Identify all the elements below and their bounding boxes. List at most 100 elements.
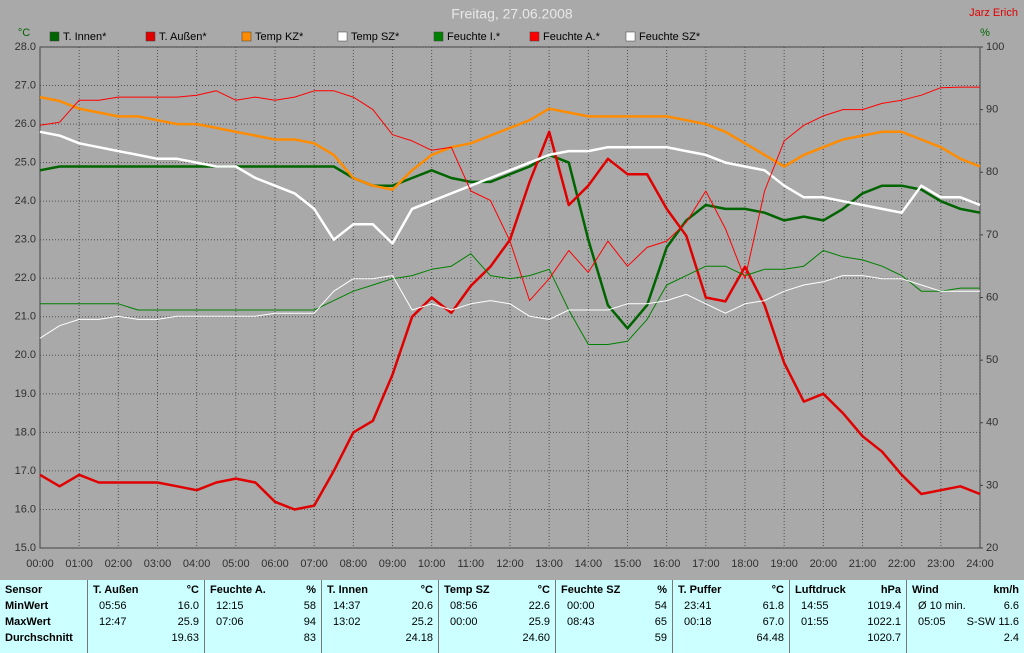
y-tick-label: 27.0 [15,79,36,91]
stat-row: 23:41 61.8 [678,598,784,614]
y-tick-label: 17.0 [15,465,36,477]
sensor-header: Luftdruck hPa [795,582,901,598]
sensor-column: Luftdruck hPa 14:55 1019.4 01:55 1022.1 1020.7 [790,580,907,653]
stat-value: 6.6 [1003,600,1019,612]
series-line [39,275,980,339]
stat-value: S-SW 11.6 [966,616,1019,628]
stat-value: 1019.4 [867,600,901,612]
stat-row: 12:47 25.9 [93,614,199,630]
legend-swatch [145,31,156,42]
legend-label: Feuchte A.* [543,31,601,43]
stat-row: 2.4 [912,630,1019,646]
stat-row: 13:02 25.2 [327,614,433,630]
stat-value: 16.0 [177,600,199,612]
x-tick-label: 12:00 [496,558,524,570]
y2-tick-label: 40 [986,417,998,429]
sensor-name: Feuchte A. [210,584,266,596]
y-tick-label: 18.0 [15,426,36,438]
y2-tick-label: 70 [986,229,998,241]
legend-label: Temp SZ* [351,31,400,43]
stat-row: Ø 10 min. 6.6 [912,598,1019,614]
sensor-column: Wind km/h Ø 10 min. 6.6 05:05 S-SW 11.6 2.4 [907,580,1024,653]
x-tick-label: 22:00 [888,558,916,570]
x-tick-label: 18:00 [731,558,759,570]
stat-row: 12:15 58 [210,598,316,614]
stat-row: 00:18 67.0 [678,614,784,630]
sensor-unit: hPa [880,584,901,596]
x-tick-label: 00:00 [26,558,54,570]
sensor-header: T. Puffer °C [678,582,784,598]
x-tick-label: 23:00 [927,558,955,570]
stat-average: 19.63 [171,632,199,644]
x-tick-label: 10:00 [418,558,446,570]
legend-label: T. Innen* [63,31,107,43]
sensor-unit: % [306,584,316,596]
stat-time: 14:55 [801,600,829,612]
y-tick-label: 23.0 [15,234,36,246]
stat-value: 54 [654,600,667,612]
chart: Freitag, 27.06.2008 Jarz Erich °C % 15.0… [14,5,1018,570]
stat-average: 83 [303,632,316,644]
row-label: Sensor [5,584,43,596]
sensor-name: Feuchte SZ [561,584,621,596]
y2-tick-label: 100 [986,41,1004,53]
stat-value: 25.9 [528,616,550,628]
sensor-unit: km/h [993,584,1019,596]
series-line [39,130,981,245]
stat-row: 24.60 [444,630,550,646]
y2-tick-label: 30 [986,479,998,491]
stat-row: 01:55 1022.1 [795,614,901,630]
x-tick-label: 05:00 [222,558,250,570]
x-tick-label: 16:00 [653,558,681,570]
stat-time: 05:56 [99,600,127,612]
stat-average: 1020.7 [867,632,901,644]
stat-row: 05:05 S-SW 11.6 [912,614,1019,630]
legend-label: T. Außen* [159,31,207,43]
chart-title: Freitag, 27.06.2008 [451,6,573,22]
legend-swatch [433,31,444,42]
series-line [39,95,981,191]
sensor-name: T. Puffer [678,584,722,596]
y2-tick-label: 50 [986,354,998,366]
x-tick-label: 21:00 [849,558,877,570]
stat-average: 59 [654,632,667,644]
row-label: Durchschnitt [5,632,73,644]
stat-value: 67.0 [762,616,784,628]
y-tick-label: 28.0 [15,41,36,53]
sensor-unit: °C [186,584,199,596]
stat-row: 05:56 16.0 [93,598,199,614]
x-tick-label: 01:00 [65,558,93,570]
sensor-header: Feuchte A.% [210,582,316,598]
y-tick-label: 24.0 [15,195,36,207]
stat-row: 19.63 [93,630,199,646]
y2-tick-label: 20 [986,542,998,554]
stat-row: 59 [561,630,667,646]
stat-average: 24.60 [522,632,550,644]
x-tick-label: 03:00 [144,558,172,570]
x-tick-label: 15:00 [614,558,642,570]
stat-time: 07:06 [216,616,244,628]
stat-time: 08:56 [450,600,478,612]
stat-time: Ø 10 min. [918,600,966,612]
stat-time: 12:47 [99,616,127,628]
stat-row: 64.48 [678,630,784,646]
sensor-header: T. Innen °C [327,582,433,598]
sensor-name: Luftdruck [795,584,846,596]
y-tick-label: 21.0 [15,311,36,323]
y2-tick-label: 80 [986,166,998,178]
sensor-unit: °C [420,584,433,596]
stat-value: 58 [303,600,316,612]
legend-swatch [337,31,348,42]
y-unit: °C [18,27,30,39]
sensor-header: Feuchte SZ% [561,582,667,598]
x-tick-label: 14:00 [575,558,603,570]
row-label: MaxWert [5,616,51,628]
stat-value: 65 [654,616,667,628]
stat-value: 61.8 [762,600,784,612]
stat-time: 01:55 [801,616,829,628]
stat-row: 00:00 54 [561,598,667,614]
y-tick-label: 15.0 [15,542,36,554]
x-tick-label: 24:00 [966,558,994,570]
stat-row: 08:56 22.6 [444,598,550,614]
